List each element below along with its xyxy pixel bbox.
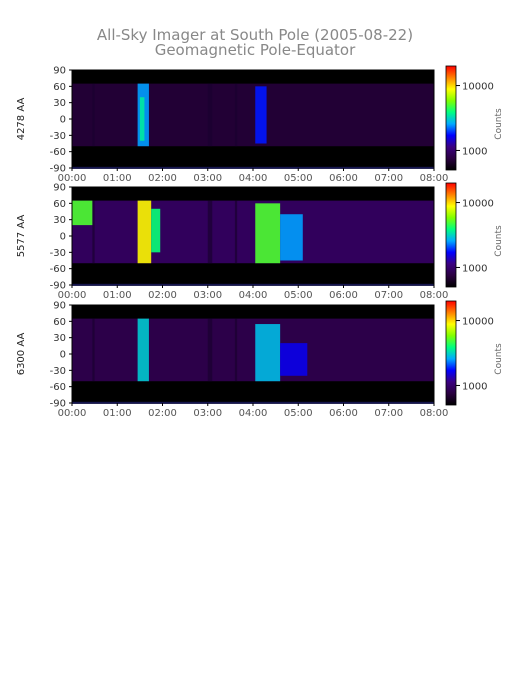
x-tick-label: 04:00 (239, 173, 268, 184)
y-tick-label: -30 (50, 366, 66, 377)
colorbar-label: Counts (494, 225, 504, 257)
y-tick-label: 0 (60, 350, 66, 361)
x-tick-label: 03:00 (193, 173, 222, 184)
colorbar-label: Counts (494, 108, 504, 140)
x-tick-label: 08:00 (420, 408, 449, 419)
x-tick-label: 04:00 (239, 408, 268, 419)
x-tick-label: 05:00 (284, 290, 313, 301)
x-tick-label: 05:00 (284, 408, 313, 419)
y-tick-label: -60 (50, 264, 66, 275)
colorbar-tick-label: 1000 (462, 146, 487, 157)
data-gap (234, 318, 238, 382)
panel-ylabel: 4278 AA (16, 98, 27, 141)
data-gap (92, 83, 95, 147)
y-tick-label: 0 (60, 232, 66, 243)
chart-subtitle: Geomagnetic Pole-Equator (155, 41, 356, 59)
colorbar-tick-label: 1000 (462, 263, 487, 274)
emission-feature (255, 86, 267, 144)
y-tick-label: 60 (53, 82, 66, 93)
x-tick-label: 02:00 (148, 408, 177, 419)
data-band (72, 200, 434, 264)
emission-feature (280, 343, 308, 376)
x-tick-label: 05:00 (284, 173, 313, 184)
emission-feature (137, 318, 149, 382)
emission-feature (137, 200, 152, 264)
x-tick-label: 00:00 (58, 290, 87, 301)
data-band (72, 83, 434, 147)
x-tick-label: 03:00 (193, 290, 222, 301)
x-tick-label: 01:00 (103, 408, 132, 419)
emission-feature (139, 97, 145, 141)
emission-feature (255, 324, 281, 382)
x-tick-label: 07:00 (374, 290, 403, 301)
colorbar (445, 65, 457, 171)
colorbar-tick-label: 10000 (462, 82, 494, 93)
y-tick-label: -30 (50, 131, 66, 142)
data-gap (207, 318, 213, 382)
colorbar (445, 182, 457, 288)
x-tick-label: 02:00 (148, 173, 177, 184)
y-tick-label: 0 (60, 115, 66, 126)
y-tick-label: 90 (53, 183, 66, 194)
data-gap (92, 200, 95, 264)
panel-ylabel: 6300 AA (16, 333, 27, 376)
y-tick-label: 90 (53, 301, 66, 312)
x-tick-label: 00:00 (58, 173, 87, 184)
data-gap (207, 83, 213, 147)
y-tick-label: 60 (53, 199, 66, 210)
y-tick-label: -60 (50, 147, 66, 158)
panel-ylabel: 5577 AA (16, 215, 27, 258)
emission-feature (72, 200, 93, 226)
y-tick-label: 60 (53, 317, 66, 328)
y-tick-label: -90 (50, 281, 66, 292)
y-tick-label: -90 (50, 399, 66, 410)
x-tick-label: 07:00 (374, 408, 403, 419)
x-tick-label: 06:00 (329, 408, 358, 419)
y-tick-label: 30 (53, 215, 66, 226)
colorbar (445, 300, 457, 406)
x-tick-label: 01:00 (103, 173, 132, 184)
data-gap (234, 200, 238, 264)
y-tick-label: -60 (50, 382, 66, 393)
data-gap (207, 200, 213, 264)
x-tick-label: 02:00 (148, 290, 177, 301)
colorbar-tick-label: 10000 (462, 317, 494, 328)
x-tick-label: 08:00 (420, 173, 449, 184)
chart-title: All-Sky Imager at South Pole (2005-08-22… (97, 26, 413, 44)
data-gap (92, 318, 95, 382)
x-tick-label: 00:00 (58, 408, 87, 419)
colorbar-tick-label: 1000 (462, 381, 487, 392)
y-tick-label: -30 (50, 248, 66, 259)
x-tick-label: 06:00 (329, 290, 358, 301)
x-tick-label: 06:00 (329, 173, 358, 184)
emission-feature (255, 203, 281, 264)
data-gap (234, 83, 238, 147)
emission-feature (151, 208, 161, 253)
colorbar-label: Counts (494, 343, 504, 375)
x-tick-label: 07:00 (374, 173, 403, 184)
data-band (72, 318, 434, 382)
y-tick-label: -90 (50, 164, 66, 175)
emission-feature (280, 214, 303, 261)
y-tick-label: 30 (53, 333, 66, 344)
x-tick-label: 03:00 (193, 408, 222, 419)
x-tick-label: 04:00 (239, 290, 268, 301)
colorbar-tick-label: 10000 (462, 199, 494, 210)
x-tick-label: 08:00 (420, 290, 449, 301)
x-tick-label: 01:00 (103, 290, 132, 301)
y-tick-label: 30 (53, 98, 66, 109)
y-tick-label: 90 (53, 66, 66, 77)
